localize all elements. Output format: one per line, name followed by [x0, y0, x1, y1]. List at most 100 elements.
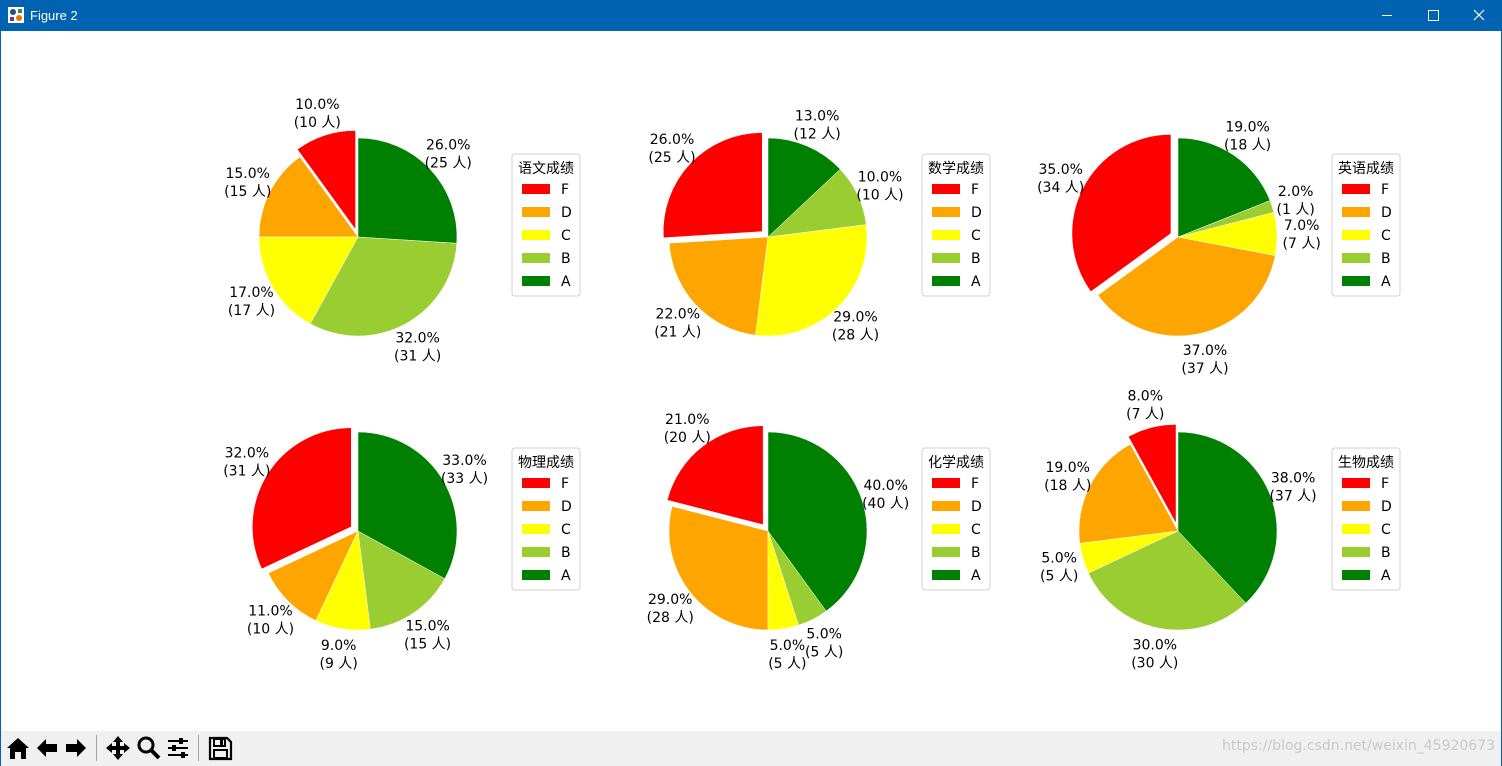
legend-label-C: C [971, 522, 981, 538]
slice-label: 5.0% (5 人) [1040, 551, 1078, 585]
slice-label: 11.0% (10 人) [247, 604, 294, 638]
slice-percent-label: 37.0% [1183, 343, 1227, 359]
pie-chart-4: 32.0% (31 人) 11.0% (10 人) 9.0% (9 人) 15.0% (15 … [223, 427, 488, 672]
slice-percent-label: 5.0% [1041, 551, 1077, 567]
slice-count-label: (20 人) [664, 430, 711, 446]
configure-subplots-button[interactable] [164, 734, 192, 762]
pie-slice-F [662, 132, 763, 239]
slice-percent-label: 2.0% [1278, 184, 1314, 200]
pie-chart-6: 8.0% (7 人) 19.0% (18 人) 5.0% (5 人) 30.0% (30 人)… [1040, 388, 1317, 671]
pie-slice-B [357, 530, 446, 630]
pie-chart-2: 26.0% (25 人) 22.0% (21 人) 29.0% (28 人) 10.0% (1… [648, 108, 903, 343]
slice-percent-label: 32.0% [225, 445, 269, 461]
slice-percent-label: 19.0% [1225, 120, 1269, 136]
pan-button[interactable] [104, 734, 132, 762]
slice-percent-label: 29.0% [833, 310, 877, 326]
legend-label-F: F [561, 476, 569, 492]
legend-label-B: B [561, 251, 571, 267]
legend-label-D: D [561, 205, 572, 221]
slice-label: 7.0% (7 人) [1283, 218, 1321, 252]
minimize-icon [1382, 15, 1392, 16]
slice-label: 21.0% (20 人) [664, 412, 711, 446]
legend-swatch-F [1342, 184, 1370, 194]
slice-count-label: (5 人) [1040, 569, 1078, 585]
slice-label: 19.0% (18 人) [1224, 120, 1271, 154]
zoom-button[interactable] [134, 734, 162, 762]
pie-slice-F [297, 130, 356, 231]
legend-swatch-B [932, 547, 960, 557]
slice-count-label: (10 人) [294, 115, 341, 131]
pie-slice-F [666, 425, 764, 526]
legend-title: 语文成绩 [518, 161, 574, 177]
slice-label: 5.0% (5 人) [768, 638, 806, 672]
forward-button[interactable] [62, 734, 90, 762]
legend-title: 数学成绩 [928, 161, 984, 177]
legend-label-D: D [1381, 205, 1392, 221]
legend-label-F: F [561, 182, 569, 198]
slice-label: 2.0% (1 人) [1277, 184, 1315, 218]
slice-count-label: (7 人) [1283, 236, 1321, 252]
legend-swatch-C [1342, 524, 1370, 534]
legend-swatch-F [522, 478, 550, 488]
slice-percent-label: 35.0% [1038, 162, 1082, 178]
slice-percent-label: 17.0% [229, 285, 273, 301]
slice-count-label: (31 人) [394, 348, 441, 364]
legend-swatch-D [1342, 207, 1370, 217]
legend-swatch-D [522, 501, 550, 511]
navigation-toolbar [1, 731, 1501, 766]
slice-count-label: (21 人) [654, 325, 701, 341]
legend-title: 生物成绩 [1338, 455, 1394, 471]
slice-percent-label: 5.0% [806, 626, 842, 642]
legend-title: 物理成绩 [518, 455, 574, 471]
legend-label-D: D [971, 499, 982, 515]
window-title: Figure 2 [30, 8, 78, 23]
back-button[interactable] [33, 734, 61, 762]
slice-count-label: (5 人) [768, 656, 806, 672]
home-icon [7, 738, 29, 759]
slice-percent-label: 32.0% [395, 330, 439, 346]
legend-label-F: F [971, 476, 979, 492]
slice-label: 37.0% (37 人) [1181, 343, 1228, 377]
pie-slice-D [258, 156, 359, 238]
maximize-button[interactable] [1410, 0, 1456, 31]
legend-swatch-D [932, 501, 960, 511]
legend-swatch-A [1342, 276, 1370, 286]
save-button[interactable] [206, 734, 234, 762]
pan-icon [106, 736, 130, 760]
pie-slice-A [1177, 431, 1278, 604]
slice-count-label: (28 人) [647, 610, 694, 626]
slice-label: 29.0% (28 人) [647, 592, 694, 626]
home-button[interactable] [4, 734, 32, 762]
slice-percent-label: 15.0% [405, 618, 449, 634]
slice-count-label: (7 人) [1126, 406, 1164, 422]
minimize-button[interactable] [1364, 0, 1410, 31]
pie-slice-A [357, 137, 458, 244]
forward-icon [66, 739, 86, 757]
pie-slice-F [252, 427, 352, 570]
slice-label: 32.0% (31 人) [394, 330, 441, 364]
slice-label: 30.0% (30 人) [1131, 638, 1178, 672]
slice-percent-label: 10.0% [858, 169, 902, 185]
slice-label: 15.0% (15 人) [404, 618, 451, 652]
slice-label: 40.0% (40 人) [862, 478, 909, 512]
slice-label: 8.0% (7 人) [1126, 388, 1164, 422]
legend-swatch-C [522, 230, 550, 240]
pie-slice-A [767, 137, 841, 238]
slice-label: 15.0% (15 人) [224, 166, 271, 200]
slice-count-label: (25 人) [648, 150, 695, 166]
slice-percent-label: 7.0% [1284, 218, 1320, 234]
slice-label: 5.0% (5 人) [805, 626, 843, 660]
legend-swatch-A [522, 570, 550, 580]
legend-swatch-B [522, 547, 550, 557]
close-button[interactable] [1456, 0, 1502, 31]
legend-swatch-A [932, 276, 960, 286]
pie-slice-C [258, 236, 359, 325]
slice-count-label: (10 人) [856, 187, 903, 203]
legend-swatch-C [1342, 230, 1370, 240]
slice-label: 29.0% (28 人) [832, 310, 879, 344]
slice-percent-label: 33.0% [442, 453, 486, 469]
back-icon [37, 739, 57, 757]
